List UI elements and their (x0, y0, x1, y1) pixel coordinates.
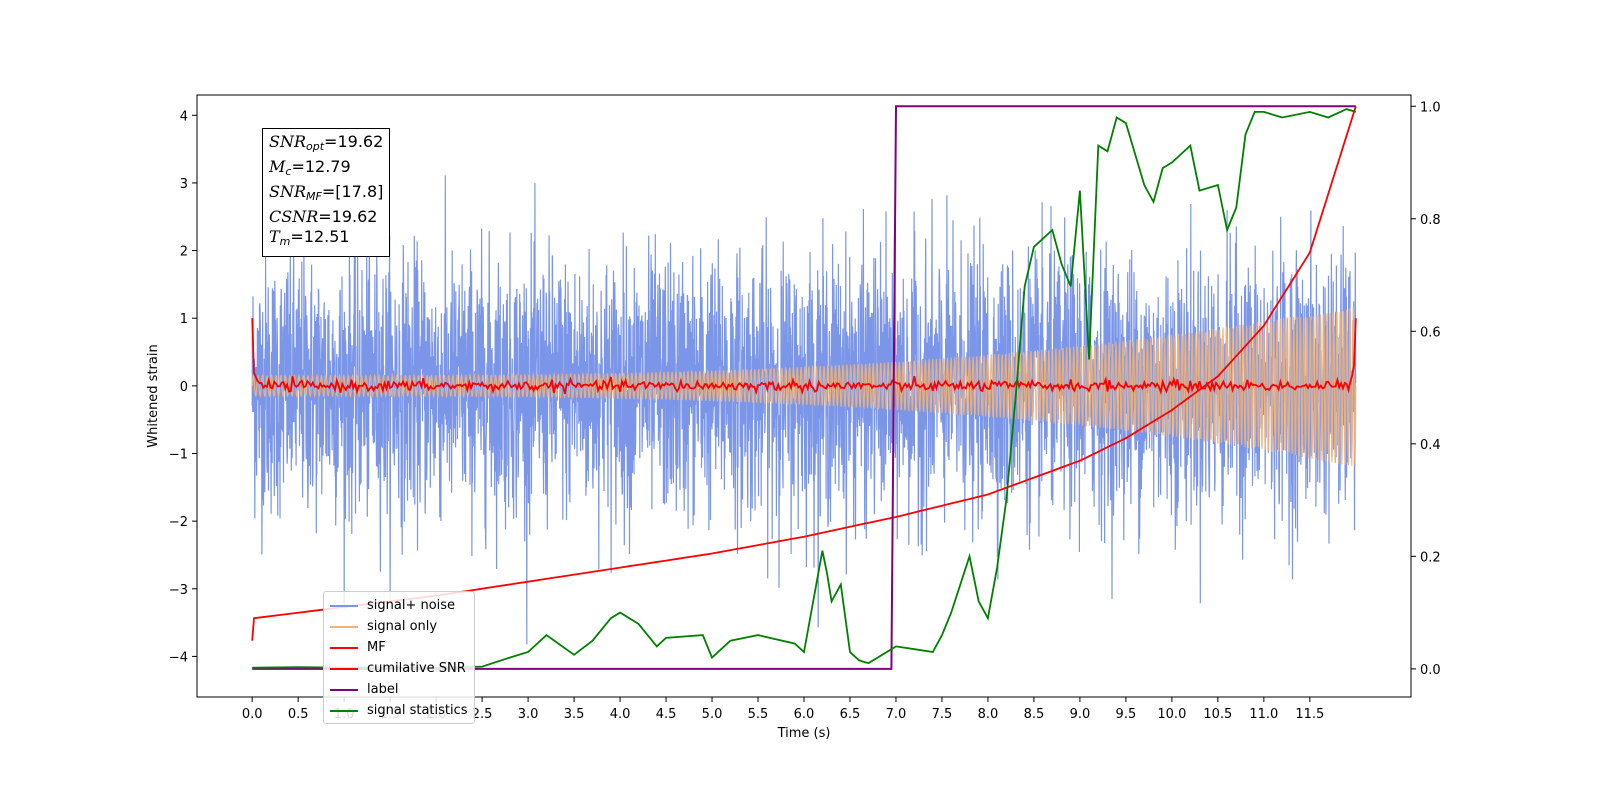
x-axis-label: Time (s) (777, 726, 831, 741)
y-tick-label-left: 4 (180, 109, 188, 124)
legend-label: label (367, 682, 399, 697)
series-mf (251, 318, 1357, 396)
stat-line: Mc=12.79 (269, 157, 383, 182)
y-tick-label-right: 0.8 (1420, 213, 1441, 228)
legend-swatch (330, 625, 358, 628)
y-tick-label-right: 1.0 (1420, 100, 1441, 115)
x-tick-label: 11.0 (1249, 707, 1278, 722)
x-tick-label: 8.5 (1024, 707, 1045, 722)
y-tick-label-left: 0 (180, 380, 188, 395)
legend-item: signal statistics (330, 700, 468, 721)
legend: signal+ noise signal only MF cumilative SNR… (323, 591, 475, 724)
y-tick-label-left: 2 (180, 245, 188, 260)
legend-item: signal+ noise (330, 595, 468, 616)
stat-value: =19.62 (318, 207, 378, 226)
legend-swatch (330, 688, 358, 691)
y-tick-label-right: 0.6 (1420, 325, 1441, 340)
legend-swatch (330, 709, 358, 712)
stat-symbol: T (269, 227, 280, 246)
x-tick-label: 10.5 (1203, 707, 1232, 722)
x-tick-label: 9.5 (1116, 707, 1137, 722)
legend-label: MF (367, 640, 386, 655)
x-tick-label: 4.0 (610, 707, 631, 722)
stat-line: SNRopt=19.62 (269, 132, 383, 157)
stat-value: =12.79 (291, 157, 351, 176)
x-tick-label: 10.0 (1157, 707, 1186, 722)
y-tick-label-left: 3 (180, 177, 188, 192)
y-tick-label-left: 1 (180, 312, 188, 327)
stat-symbol: CSNR (269, 207, 319, 226)
x-tick-label: 5.0 (702, 707, 723, 722)
y-tick-label-right: 0.4 (1420, 438, 1441, 453)
x-tick-label: 6.5 (840, 707, 861, 722)
legend-item: cumilative SNR (330, 658, 468, 679)
stat-value: =12.51 (290, 227, 350, 246)
x-tick-label: 2.5 (472, 707, 493, 722)
x-tick-label: 4.5 (656, 707, 677, 722)
x-tick-label: 5.5 (748, 707, 769, 722)
y-tick-label-left: −1 (169, 447, 188, 462)
x-tick-label: 0.5 (288, 707, 309, 722)
stat-symbol: SNR (269, 182, 307, 201)
stat-subscript: opt (306, 140, 325, 153)
x-tick-label: 7.0 (886, 707, 907, 722)
stat-subscript: c (285, 165, 292, 178)
x-tick-label: 3.5 (564, 707, 585, 722)
x-tick-label: 6.0 (794, 707, 815, 722)
legend-label: signal only (367, 619, 438, 634)
legend-label: cumilative SNR (367, 661, 466, 676)
x-tick-label: 11.5 (1295, 707, 1324, 722)
legend-item: MF (330, 637, 468, 658)
y-axis-label-left: Whitened strain (146, 344, 161, 447)
x-tick-label: 9.0 (1070, 707, 1091, 722)
stat-value: =[17.8] (321, 182, 384, 201)
x-tick-label: 3.0 (518, 707, 539, 722)
stat-line: CSNR=19.62 (269, 207, 383, 227)
legend-label: signal statistics (367, 703, 468, 718)
legend-swatch (330, 604, 358, 607)
series-signal-statistics (252, 108, 1357, 669)
legend-swatch (330, 667, 358, 670)
legend-item: label (330, 679, 468, 700)
x-tick-label: 8.0 (978, 707, 999, 722)
y-tick-label-left: −4 (169, 650, 188, 665)
stats-annotation-box: SNRopt=19.62 Mc=12.79 SNRMF=[17.8] CSNR=19.… (262, 128, 391, 257)
legend-swatch (330, 646, 358, 649)
legend-item: signal only (330, 616, 468, 637)
stat-value: =19.62 (324, 132, 384, 151)
y-tick-label-right: 0.0 (1420, 663, 1441, 678)
legend-label: signal+ noise (367, 598, 456, 613)
y-tick-label-left: −3 (169, 583, 188, 598)
stat-subscript: MF (306, 190, 322, 203)
stat-line: Tm=12.51 (269, 227, 383, 252)
y-tick-label-right: 0.2 (1420, 550, 1441, 565)
y-tick-label-left: −2 (169, 515, 188, 530)
stat-symbol: SNR (269, 132, 307, 151)
stat-line: SNRMF=[17.8] (269, 182, 383, 207)
series-label (252, 105, 1356, 670)
stat-symbol: M (269, 157, 286, 176)
x-tick-label: 7.5 (932, 707, 953, 722)
x-tick-label: 0.0 (242, 707, 263, 722)
stat-subscript: m (279, 235, 291, 248)
